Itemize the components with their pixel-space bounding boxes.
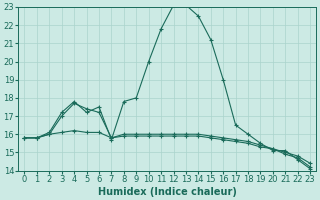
X-axis label: Humidex (Indice chaleur): Humidex (Indice chaleur) bbox=[98, 187, 237, 197]
